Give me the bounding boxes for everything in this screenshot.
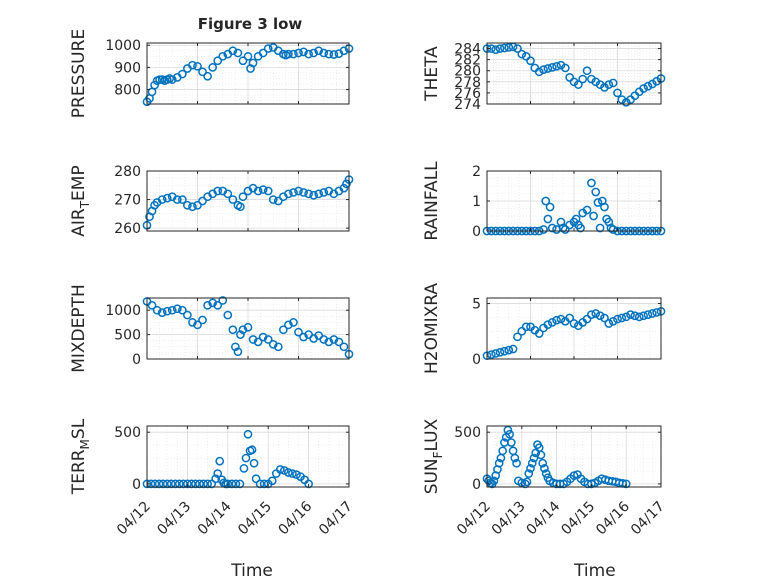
x-tick-label: 04/14 xyxy=(195,498,235,538)
x-tick-label: 04/12 xyxy=(114,499,154,539)
x-axis-label: Time xyxy=(230,561,273,581)
x-tick-label: 04/13 xyxy=(489,499,529,539)
x-axis-label: Time xyxy=(573,561,616,581)
x-tick-label: 04/12 xyxy=(454,499,494,539)
x-tick-label: 04/14 xyxy=(524,498,564,538)
y-tick-label: 500 xyxy=(114,328,141,344)
x-tick-label: 04/13 xyxy=(154,499,194,539)
y-tick-label: 0 xyxy=(472,477,481,493)
panel-air_temp: 260 270 280 AIRTEMP xyxy=(69,164,353,237)
y-axis-label: SUNFLUX xyxy=(422,418,445,494)
panel-mixdepth: 0 500 1000 MIXDEPTH xyxy=(69,284,353,373)
x-tick-label: 04/15 xyxy=(235,499,275,539)
y-tick-label: 800 xyxy=(114,83,141,99)
x-tick-label: 04/17 xyxy=(316,499,356,539)
panel-terr_msl: 0 500 04/12 04/13 04/14 04/15 04/16 04/17 Time TE… xyxy=(69,418,356,581)
y-tick-label: 500 xyxy=(454,425,481,441)
y-axis-label: H2OMIXRA xyxy=(422,283,442,374)
y-tick-label: 0 xyxy=(472,352,481,368)
panel-rainfall: 0 1 2 RAINFALL xyxy=(422,161,665,241)
y-tick-label: 900 xyxy=(114,60,141,76)
y-axis-label: THETA xyxy=(422,46,442,102)
y-axis-label: RAINFALL xyxy=(422,161,442,241)
figure-title: Figure 3 low xyxy=(198,15,303,33)
x-tick-label: 04/16 xyxy=(276,498,316,538)
panel-pressure: 800 900 1000 PRESSURE xyxy=(69,29,353,118)
y-tick-label: 0 xyxy=(132,352,141,368)
y-tick-label: 0 xyxy=(132,477,141,493)
y-axis-label: PRESSURE xyxy=(69,29,89,118)
y-tick-label: 270 xyxy=(114,193,141,209)
x-tick-label: 04/16 xyxy=(593,498,633,538)
y-axis-label: MIXDEPTH xyxy=(69,284,89,373)
y-tick-label: 5 xyxy=(472,297,481,313)
y-tick-label: 0 xyxy=(472,224,481,240)
figure-canvas: Figure 3 low 8009001000PRESSURE 274276278… xyxy=(0,0,778,583)
y-tick-label: 280 xyxy=(114,164,141,180)
x-tick-label: 04/15 xyxy=(558,499,598,539)
y-tick-label: 260 xyxy=(114,221,141,237)
y-tick-label: 1000 xyxy=(105,38,141,54)
y-tick-label: 2 xyxy=(472,164,481,180)
y-tick-label: 1 xyxy=(472,194,481,210)
y-tick-label: 500 xyxy=(114,425,141,441)
y-axis-label: TERRMSL xyxy=(69,418,92,495)
y-axis-label: AIRTEMP xyxy=(69,165,92,236)
panel-h2omixra: 0 5 H2OMIXRA xyxy=(422,283,665,374)
x-tick-label: 04/17 xyxy=(628,499,668,539)
y-tick-label: 1000 xyxy=(105,303,141,319)
y-tick-label: 284 xyxy=(454,42,481,58)
